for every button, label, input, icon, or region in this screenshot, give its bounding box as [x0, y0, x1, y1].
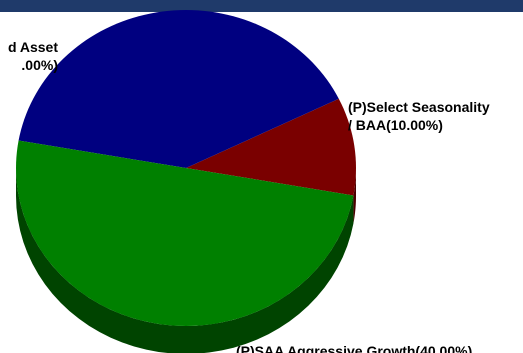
pie-label-layer: (P)Select Seasonality / BAA(10.00%) (P)SAA… — [8, 39, 490, 353]
pie-slice-0[interactable] — [186, 98, 356, 196]
slice-label-0-line2: / BAA(10.00%) — [348, 117, 443, 133]
top-rule — [0, 0, 523, 12]
pie-slice-2[interactable] — [16, 140, 354, 326]
slice-label-0: (P)Select Seasonality — [348, 99, 490, 115]
slice-label-1: (P)SAA Aggressive Growth(40.00%) — [236, 343, 472, 353]
pie-slice-1[interactable] — [18, 10, 339, 168]
pie-side-layer — [16, 168, 356, 353]
slice-label-2-line2: .00%) — [21, 57, 58, 73]
slice-label-2: d Asset — [8, 39, 58, 55]
pie-slice-side-0 — [353, 168, 356, 224]
pie-slice-side-2 — [16, 168, 354, 353]
pie-top-layer — [16, 10, 356, 326]
